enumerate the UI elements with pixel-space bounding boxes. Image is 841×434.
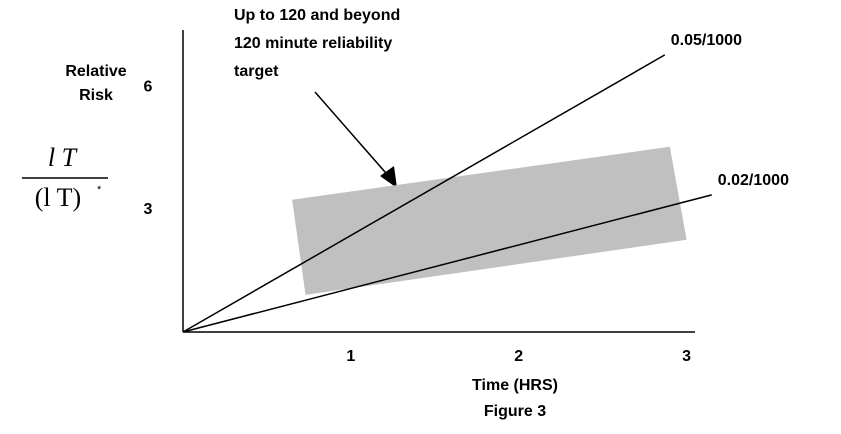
y-tick-label: 3 [144, 201, 153, 218]
x-tick-label: 3 [682, 348, 691, 365]
target-band [292, 146, 687, 295]
x-tick-label: 2 [514, 348, 523, 365]
x-tick-label: 1 [346, 348, 355, 365]
series-line [182, 54, 666, 333]
formula-denominator: (l T) [35, 183, 81, 212]
formula-superscript: * [97, 184, 102, 196]
annotation-line: 120 minute reliability [234, 35, 392, 52]
series-label: 0.05/1000 [671, 32, 742, 49]
arrow-head [380, 166, 397, 188]
annotation-arrow [314, 91, 393, 181]
annotation-line: Up to 120 and beyond [234, 7, 400, 24]
x-axis-label: Time (HRS) [472, 377, 558, 394]
formula-numerator: l T [48, 143, 78, 172]
y-label-line: Risk [79, 87, 113, 104]
caption: Figure 3 [484, 403, 546, 420]
series-line [182, 194, 712, 333]
series-label: 0.02/1000 [718, 172, 789, 189]
y-tick-label: 6 [144, 78, 153, 95]
annotation-line: target [234, 63, 279, 80]
y-label-line: Relative [65, 63, 126, 80]
